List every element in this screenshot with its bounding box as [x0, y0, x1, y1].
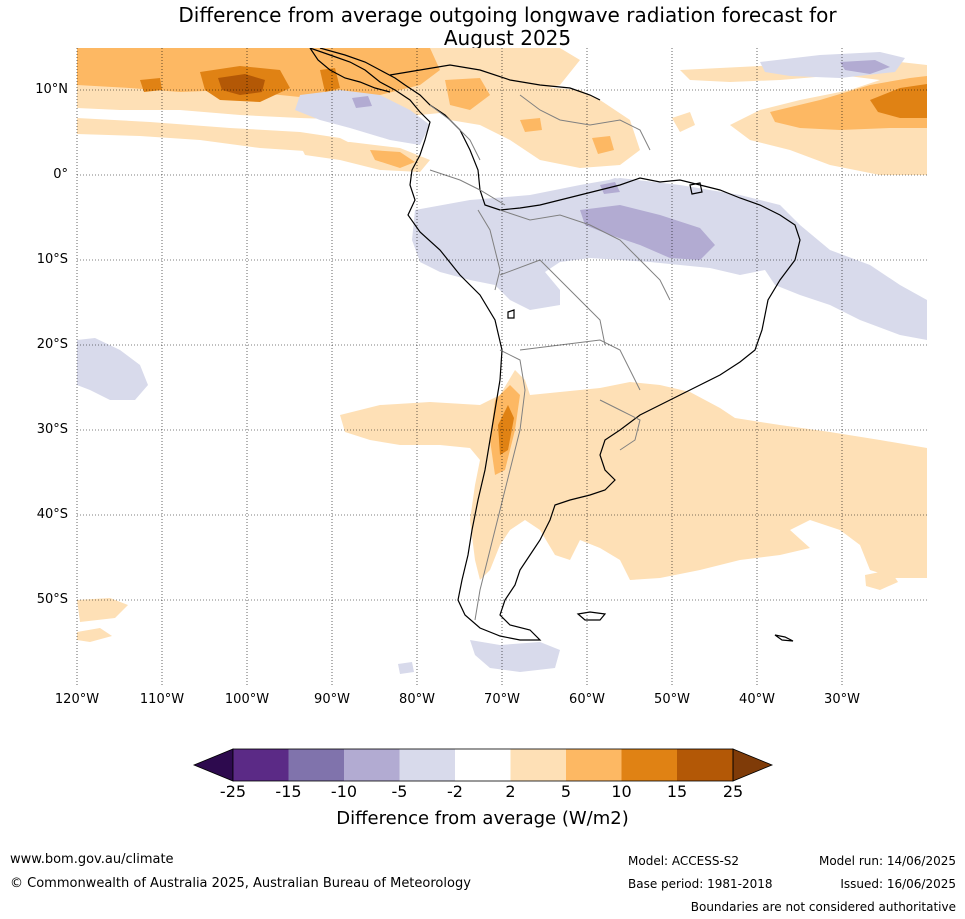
lon-label: 90°W	[314, 692, 350, 707]
copyright-text: © Commonwealth of Australia 2025, Austra…	[10, 876, 471, 891]
title-line-2: August 2025	[443, 26, 572, 50]
colorbar-bin	[566, 749, 622, 781]
anomaly-5-10-region	[370, 150, 415, 168]
colorbar-tick-label: 2	[505, 782, 516, 801]
colorbar-tick-label: -2	[447, 782, 463, 801]
lake-titicaca	[507, 309, 515, 319]
base-period: Base period: 1981-2018	[628, 877, 773, 891]
anomaly-5-10-region	[592, 136, 614, 154]
negative-anomaly-region	[412, 178, 927, 340]
colorbar-bin	[288, 749, 344, 781]
colorbar-bin	[621, 749, 677, 781]
anomaly-15-25-region	[218, 74, 265, 95]
boundary-disclaimer: Boundaries are not considered authoritat…	[690, 900, 956, 914]
anomaly-5-10-region	[520, 118, 542, 132]
negative-anomaly-region	[470, 640, 560, 672]
positive-anomaly-region	[77, 598, 128, 622]
lon-label: 70°W	[484, 692, 520, 707]
lat-label: 0°	[53, 167, 68, 182]
south-america-coastline	[309, 48, 801, 641]
south-georgia	[774, 634, 794, 642]
positive-anomaly-region	[865, 570, 898, 590]
negative-anomaly-region	[398, 662, 414, 674]
lon-label: 80°W	[399, 692, 435, 707]
colorbar-tick-label: 10	[611, 782, 632, 801]
colorbar-tick-label: -15	[275, 782, 302, 801]
colorbar-tick-label: -25	[219, 782, 247, 801]
country-borders	[429, 94, 671, 621]
positive-anomaly-region	[77, 118, 360, 152]
colorbar-bin	[455, 749, 511, 781]
falklands	[576, 611, 607, 621]
anomaly-fields	[77, 48, 927, 674]
positive-anomaly-region	[300, 142, 430, 172]
anomaly-neg5-neg10-region	[352, 96, 372, 108]
graticule	[76, 48, 927, 685]
anomaly-5-10-region	[770, 76, 927, 130]
anomaly-10-15-region	[320, 68, 340, 92]
positive-anomaly-region	[77, 628, 112, 642]
anomaly-10-15-region	[140, 78, 162, 92]
lon-label: 110°W	[139, 692, 185, 707]
lat-label: 40°S	[36, 507, 68, 522]
colorbar-tick-label: -5	[391, 782, 408, 801]
issued-date: Issued: 16/06/2025	[840, 877, 956, 891]
anomaly-neg5-neg10-region	[580, 205, 715, 260]
model-name: Model: ACCESS-S2	[628, 854, 740, 868]
colorbar-title: Difference from average (W/m2)	[336, 808, 629, 829]
positive-anomaly-region	[340, 370, 927, 580]
anomaly-5-10-region	[445, 78, 490, 110]
positive-anomaly-region	[672, 112, 695, 132]
colorbar-tick-label: 25	[722, 782, 744, 801]
lat-label: 30°S	[36, 422, 68, 437]
lat-label: 10°S	[36, 252, 68, 267]
central-america-coast	[309, 48, 391, 93]
colorbar-tick-label: 5	[560, 782, 572, 801]
lat-label: 10°N	[35, 82, 68, 97]
anomaly-neg5-neg10-region	[840, 60, 890, 74]
colorbar-bin	[344, 749, 400, 781]
lon-label: 30°W	[824, 692, 860, 707]
lon-label: 40°W	[739, 692, 775, 707]
lon-label: 120°W	[54, 692, 100, 707]
marajo-island	[689, 182, 703, 195]
negative-anomaly-region	[295, 90, 430, 145]
map-title: Difference from average outgoing longwav…	[0, 4, 965, 50]
lon-label: 50°W	[654, 692, 690, 707]
colorbar-bin	[677, 749, 733, 781]
coastlines	[309, 48, 801, 642]
website-link: www.bom.gov.au/climate	[10, 852, 174, 867]
model-run-date: Model run: 14/06/2025	[818, 854, 956, 868]
lat-label: 50°S	[36, 592, 68, 607]
colorbar-bin	[233, 749, 289, 781]
caribbean-coast	[389, 64, 601, 101]
colorbar-tick-label: 15	[666, 782, 688, 801]
colorbar	[192, 748, 774, 782]
colorbar-high-arrow	[732, 748, 774, 782]
lon-label: 60°W	[569, 692, 605, 707]
title-line-1: Difference from average outgoing longwav…	[178, 3, 837, 27]
anomaly-10-15-region	[870, 84, 927, 118]
negative-anomaly-region	[77, 338, 148, 400]
lon-label: 100°W	[224, 692, 270, 707]
lat-label: 20°S	[36, 337, 68, 352]
colorbar-low-arrow	[192, 748, 234, 782]
colorbar-tick-label: -10	[330, 782, 358, 801]
colorbar-bin	[399, 749, 455, 781]
colorbar-bin	[510, 749, 566, 781]
